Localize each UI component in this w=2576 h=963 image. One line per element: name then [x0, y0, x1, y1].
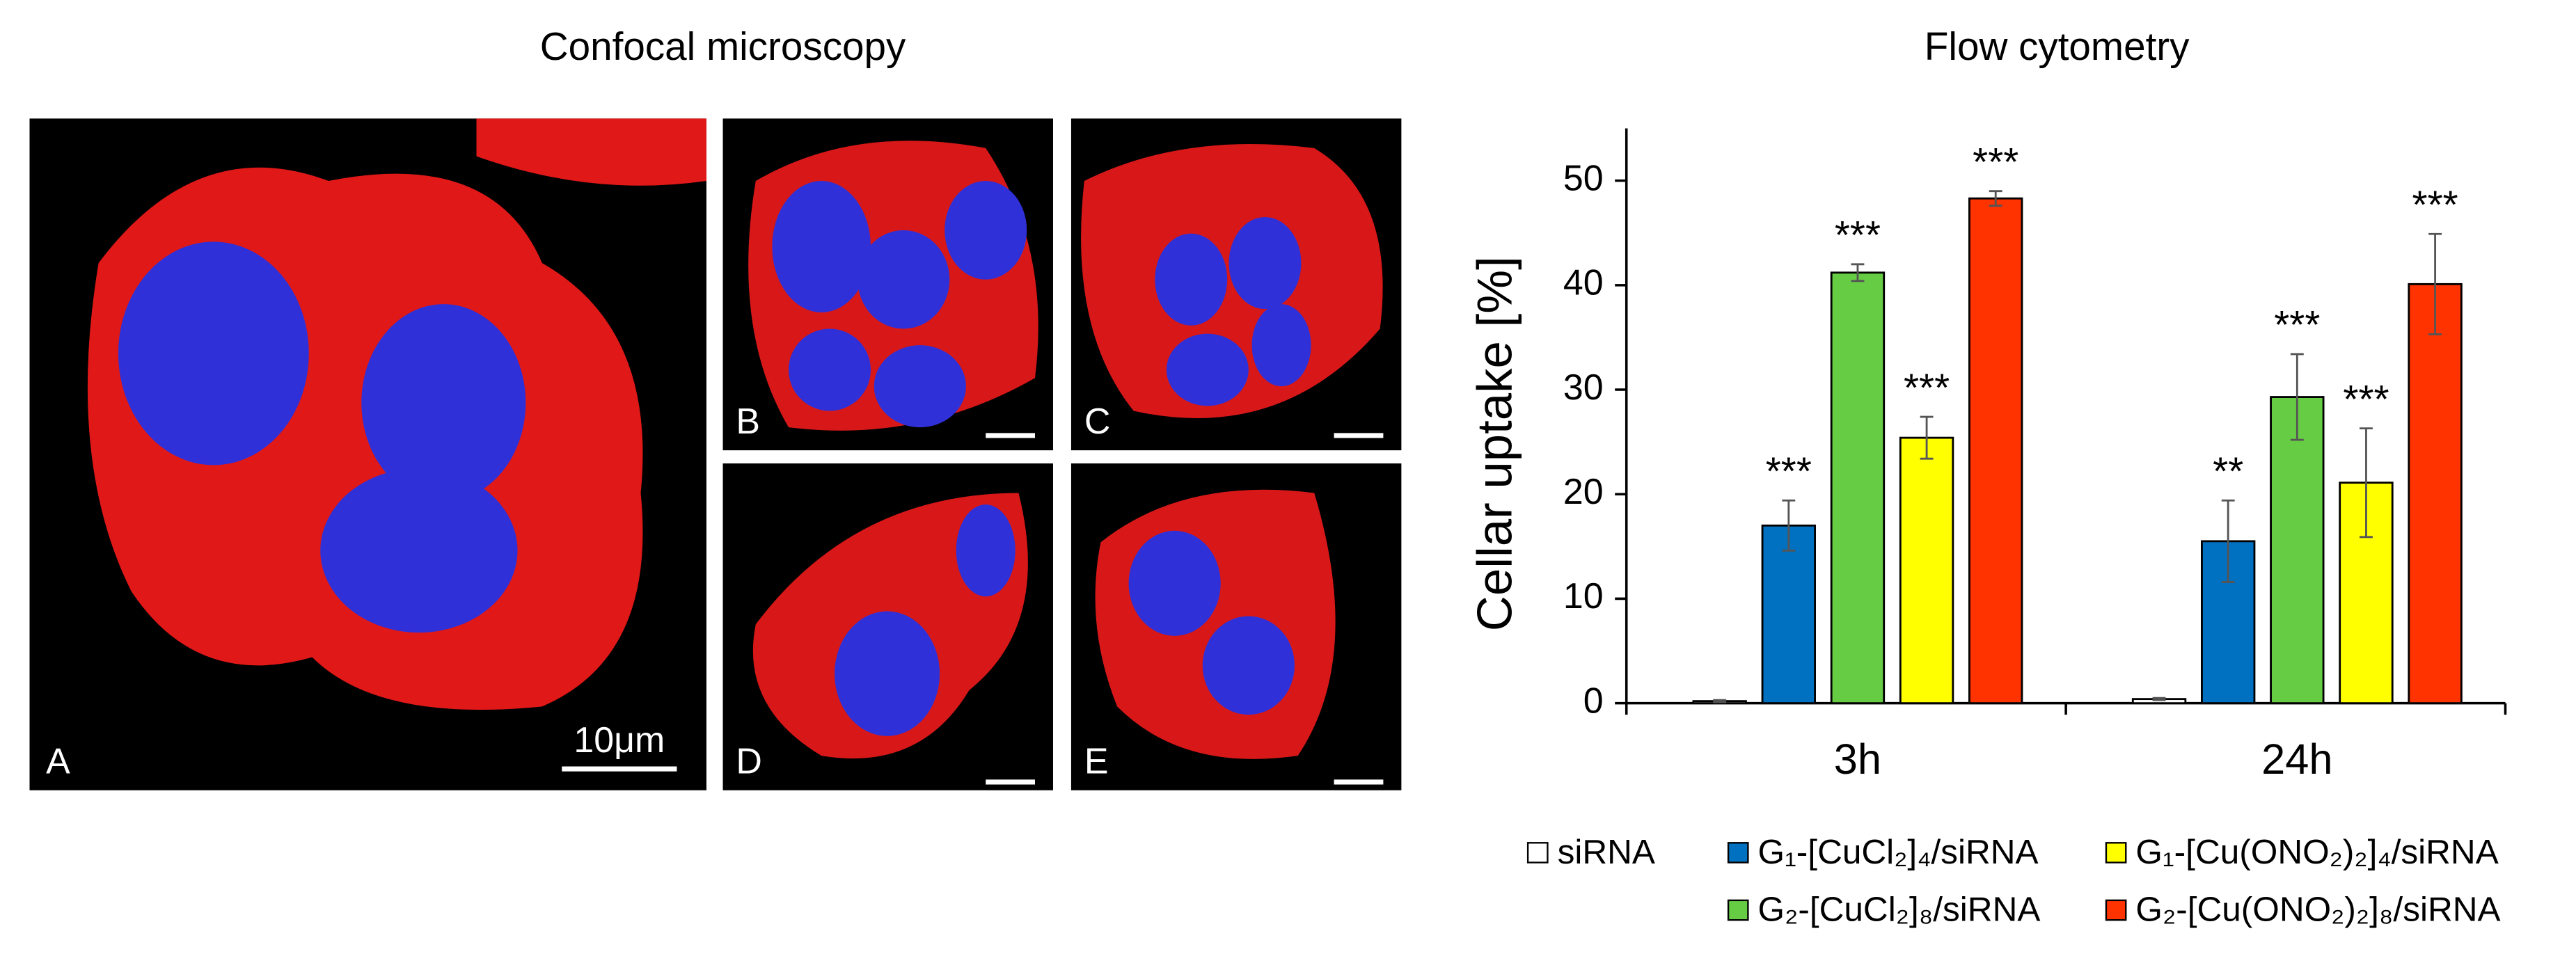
panel-label: E	[1084, 742, 1109, 782]
legend-swatch	[2105, 842, 2127, 863]
bar	[2201, 540, 2256, 705]
y-tick-label: 10	[1563, 576, 1604, 616]
error-bar	[2152, 697, 2166, 701]
panel-label: C	[1084, 401, 1111, 442]
panel-label: D	[736, 742, 762, 782]
bar	[1899, 436, 1954, 705]
error-bar	[1989, 190, 2002, 207]
legend-label: G₁-[CuCl₂]₄/siRNA	[1758, 832, 2039, 871]
x-tick-label: 24h	[2261, 735, 2332, 783]
bar	[2408, 282, 2463, 705]
error-bar	[1713, 699, 1727, 703]
panel-label: B	[736, 401, 760, 442]
error-bar	[2290, 353, 2304, 441]
significance: ***	[1766, 449, 1812, 493]
error-bar	[2221, 499, 2235, 583]
legend-label: G₂-[CuCl₂]₈/siRNA	[1758, 890, 2041, 929]
bar	[1830, 271, 1886, 705]
y-tick-label: 30	[1563, 367, 1604, 408]
significance: ***	[2274, 303, 2320, 347]
panel-label: A	[46, 742, 70, 782]
error-bar	[1920, 415, 1934, 460]
error-bar	[1851, 263, 1865, 282]
bar	[2270, 396, 2325, 705]
significance: ***	[2412, 183, 2458, 227]
legend-swatch	[1526, 842, 1549, 863]
error-bar	[2360, 427, 2373, 539]
bar	[1761, 524, 1816, 705]
significance: ***	[1835, 214, 1881, 257]
legend-label: G₁-[Cu(ONO₂)₂]₄/siRNA	[2135, 832, 2498, 871]
legend-swatch	[1727, 899, 1749, 921]
legend-label: siRNA	[1558, 832, 1655, 871]
bar	[1968, 197, 2023, 705]
y-axis-label: Cellar uptake [%]	[1467, 256, 1522, 631]
legend-swatch	[1727, 842, 1749, 863]
micrographs	[29, 118, 1402, 790]
y-tick-label: 40	[1563, 263, 1604, 303]
significance: ***	[1973, 141, 2018, 184]
legend-swatch	[2105, 899, 2127, 921]
significance: ***	[2343, 378, 2389, 422]
y-tick-label: 20	[1563, 472, 1604, 512]
chart-title: Flow cytometry	[1925, 25, 2190, 69]
y-tick-label: 0	[1583, 681, 1604, 721]
legend-label: G₂-[Cu(ONO₂)₂]₈/siRNA	[2135, 890, 2500, 929]
significance: ***	[1904, 366, 1950, 410]
scale-label: 10μm	[574, 720, 665, 761]
significance: **	[2213, 449, 2243, 493]
x-tick-label: 3h	[1834, 735, 1881, 783]
panel-title: Confocal microscopy	[540, 25, 906, 69]
y-tick-label: 50	[1563, 158, 1604, 198]
error-bar	[1782, 499, 1796, 552]
error-bar	[2428, 232, 2442, 335]
